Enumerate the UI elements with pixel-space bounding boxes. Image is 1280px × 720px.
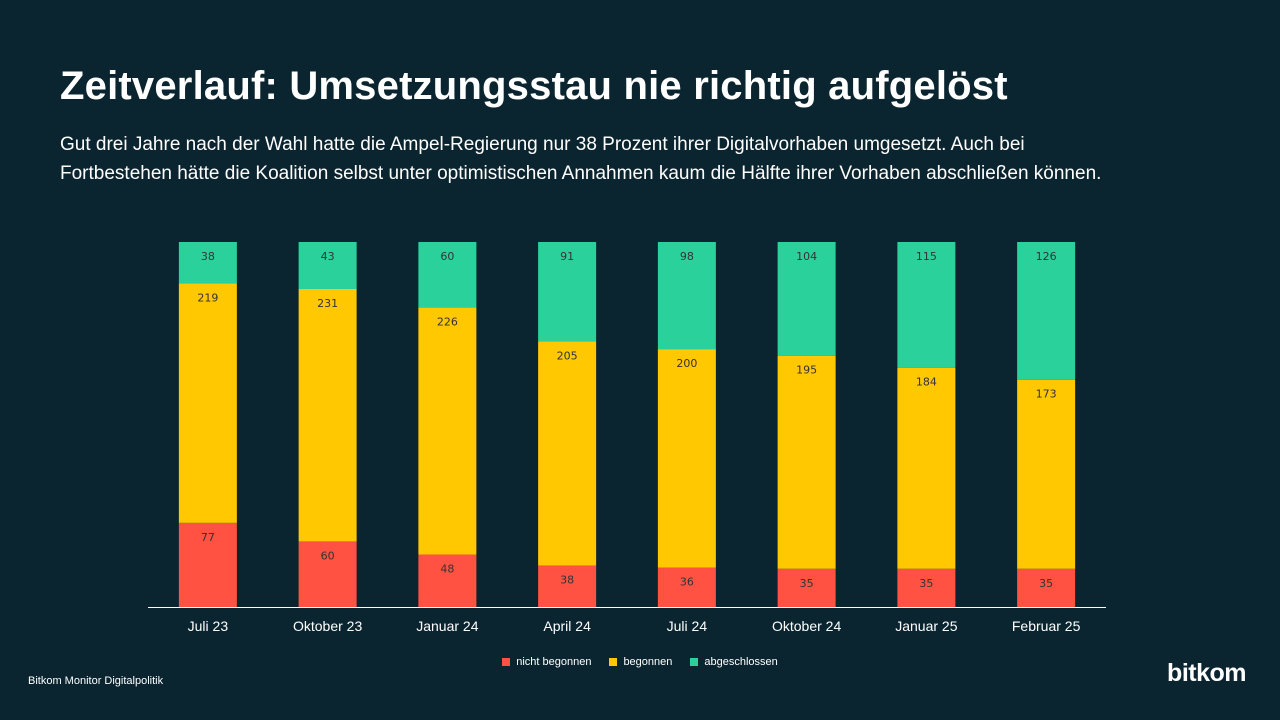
data-label-begonnen: 205 (557, 349, 578, 362)
data-label-abgeschlossen: 98 (680, 250, 694, 263)
data-label-nicht-begonnen: 48 (440, 563, 454, 576)
bar-segment-abgeschlossen (657, 242, 716, 350)
data-label-nicht-begonnen: 60 (321, 549, 335, 562)
chart-subtitle: Gut drei Jahre nach der Wahl hatte die A… (60, 134, 1102, 184)
x-tick-label: Juli 24 (667, 618, 708, 634)
x-tick-label: Januar 24 (416, 618, 478, 634)
bar-segment-abgeschlossen (538, 242, 597, 342)
bar-segment-begonnen (1017, 379, 1076, 569)
data-label-begonnen: 226 (437, 316, 458, 329)
data-label-nicht-begonnen: 35 (1039, 577, 1053, 590)
bar-segment-nicht-begonnen (538, 565, 597, 607)
bar-segment-nicht-begonnen (418, 554, 477, 607)
legend-label: nicht begonnen (516, 656, 592, 668)
data-label-abgeschlossen: 91 (560, 250, 574, 263)
legend-item: abgeschlossen (690, 656, 778, 668)
bar-segment-begonnen (657, 349, 716, 568)
data-label-begonnen: 195 (796, 364, 817, 377)
chart-title: Zeitverlauf: Umsetzungsstau nie richtig … (60, 64, 1008, 108)
data-label-begonnen: 184 (916, 376, 937, 389)
data-label-abgeschlossen: 126 (1036, 250, 1057, 263)
data-label-nicht-begonnen: 36 (680, 576, 694, 589)
bar-segment-begonnen (298, 288, 357, 542)
data-label-abgeschlossen: 104 (796, 250, 817, 263)
legend-swatch (502, 658, 511, 666)
bar-segment-nicht-begonnen (777, 568, 836, 607)
x-tick-label: Juli 23 (188, 618, 229, 634)
bar-segment-abgeschlossen (418, 242, 477, 308)
bar-segment-begonnen (538, 341, 597, 566)
bar-segment-nicht-begonnen (298, 541, 357, 607)
bar-segment-begonnen (777, 355, 836, 569)
legend-swatch (690, 658, 699, 666)
data-label-abgeschlossen: 115 (916, 250, 937, 263)
legend-item: begonnen (609, 656, 672, 668)
data-label-begonnen: 200 (676, 357, 697, 370)
data-label-begonnen: 231 (317, 297, 338, 310)
data-label-nicht-begonnen: 35 (800, 577, 814, 590)
bar-segment-abgeschlossen (1017, 242, 1076, 380)
bar-segment-abgeschlossen (298, 242, 357, 289)
bitkom-logo: bitkom (1167, 659, 1246, 687)
x-tick-label: Februar 25 (1012, 618, 1081, 634)
data-label-nicht-begonnen: 35 (919, 577, 933, 590)
bar-segment-abgeschlossen (897, 242, 956, 368)
legend-label: abgeschlossen (704, 656, 778, 668)
data-label-nicht-begonnen: 38 (560, 573, 574, 586)
bar-segment-abgeschlossen (777, 242, 836, 356)
source-note: Bitkom Monitor Digitalpolitik (28, 675, 164, 687)
data-label-begonnen: 219 (197, 292, 218, 305)
data-label-nicht-begonnen: 77 (201, 531, 215, 544)
chart-legend: nicht begonnen begonnen abgeschlossen (0, 656, 1280, 668)
data-label-abgeschlossen: 43 (321, 250, 335, 263)
x-tick-label: Januar 25 (895, 618, 957, 634)
bar-segment-begonnen (897, 367, 956, 569)
x-tick-label: Oktober 23 (293, 618, 362, 634)
bar-segment-begonnen (178, 283, 237, 523)
bar-segment-nicht-begonnen (897, 568, 956, 607)
legend-item: nicht begonnen (502, 656, 591, 668)
bar-segment-nicht-begonnen (178, 522, 237, 607)
data-label-abgeschlossen: 38 (201, 250, 215, 263)
bar-segment-nicht-begonnen (1017, 568, 1076, 607)
data-label-abgeschlossen: 60 (440, 250, 454, 263)
x-tick-label: Oktober 24 (772, 618, 841, 634)
bar-segment-abgeschlossen (178, 242, 237, 284)
legend-label: begonnen (623, 656, 673, 668)
bar-segment-begonnen (418, 307, 477, 555)
legend-swatch (609, 658, 618, 666)
x-tick-label: April 24 (543, 618, 591, 634)
bar-segment-nicht-begonnen (657, 567, 716, 607)
data-label-begonnen: 173 (1036, 388, 1057, 401)
